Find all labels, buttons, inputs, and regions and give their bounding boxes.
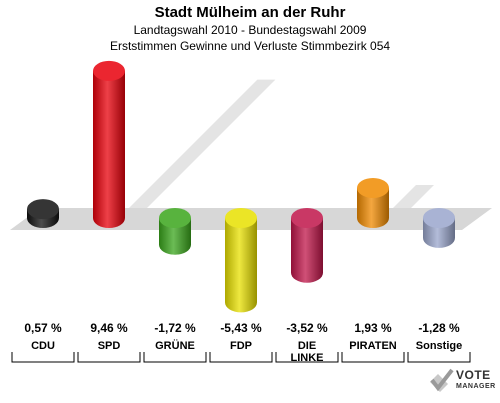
category-label: GRÜNE bbox=[155, 339, 195, 352]
bar-grüne bbox=[159, 208, 191, 255]
bar-top-cap bbox=[225, 208, 257, 228]
labels-layer: 0,57 % CDU 9,46 % SPD -1,72 % GRÜNE -5,43 % FDP… bbox=[11, 321, 471, 364]
bar-bottom-cap bbox=[93, 208, 125, 228]
bar-die-linke bbox=[291, 208, 323, 283]
category-bracket bbox=[77, 352, 141, 363]
category-bracket bbox=[275, 352, 339, 363]
category-bracket bbox=[11, 352, 75, 363]
bar-cdu bbox=[27, 199, 59, 228]
category-label: LINKE bbox=[291, 352, 324, 364]
bar-bottom-cap bbox=[159, 234, 191, 255]
bars-layer bbox=[27, 60, 455, 313]
bar-bottom-cap bbox=[291, 262, 323, 283]
checkmark-ballot-icon bbox=[430, 368, 454, 392]
bar-top-cap bbox=[93, 60, 125, 81]
bar-body bbox=[93, 70, 125, 218]
chart-subtitle: Landtagswahl 2010 - Bundestagswahl 2009 bbox=[133, 23, 367, 37]
value-label: -5,43 % bbox=[220, 321, 262, 335]
bar-top-cap bbox=[291, 208, 323, 228]
category-bracket bbox=[341, 352, 405, 363]
category-label: CDU bbox=[31, 340, 55, 352]
value-label: 1,93 % bbox=[354, 321, 392, 335]
category-label: FDP bbox=[230, 340, 252, 352]
shadow-layer bbox=[125, 79, 435, 212]
category-label: PIRATEN bbox=[349, 340, 397, 352]
category-bracket bbox=[143, 352, 207, 363]
logo-text-manager: MANAGER bbox=[456, 383, 496, 390]
bar-top-cap bbox=[357, 177, 389, 198]
category-label: Sonstige bbox=[416, 340, 462, 352]
category-bracket bbox=[209, 352, 273, 363]
value-label: -1,28 % bbox=[418, 321, 460, 335]
bar-top-cap bbox=[159, 208, 191, 228]
bar-sonstige bbox=[423, 208, 455, 248]
chart-title: Stadt Mülheim an der Ruhr bbox=[154, 4, 346, 21]
bar-shadow bbox=[389, 184, 435, 212]
bar-piraten bbox=[357, 177, 389, 228]
value-label: -3,52 % bbox=[286, 321, 328, 335]
bar-bottom-cap bbox=[225, 292, 257, 313]
chart-subtitle-2: Erststimmen Gewinne und Verluste Stimmbe… bbox=[109, 39, 391, 53]
category-label: DIE bbox=[298, 340, 316, 352]
bar-bottom-cap bbox=[357, 208, 389, 228]
bar-body bbox=[225, 218, 257, 303]
logo-text-vote: VOTE bbox=[456, 368, 491, 382]
category-bracket bbox=[407, 352, 471, 363]
value-label: 9,46 % bbox=[90, 321, 128, 335]
bar-spd bbox=[93, 60, 125, 228]
bar-top-cap bbox=[423, 208, 455, 228]
bar-bottom-cap bbox=[423, 227, 455, 248]
value-label: -1,72 % bbox=[154, 321, 196, 335]
value-label: 0,57 % bbox=[24, 321, 62, 335]
category-label: SPD bbox=[98, 340, 121, 352]
vote-manager-logo: VOTE MANAGER bbox=[426, 364, 500, 398]
bar-top-cap bbox=[27, 199, 59, 220]
bar-shadow bbox=[125, 79, 276, 212]
bar-fdp bbox=[225, 208, 257, 313]
